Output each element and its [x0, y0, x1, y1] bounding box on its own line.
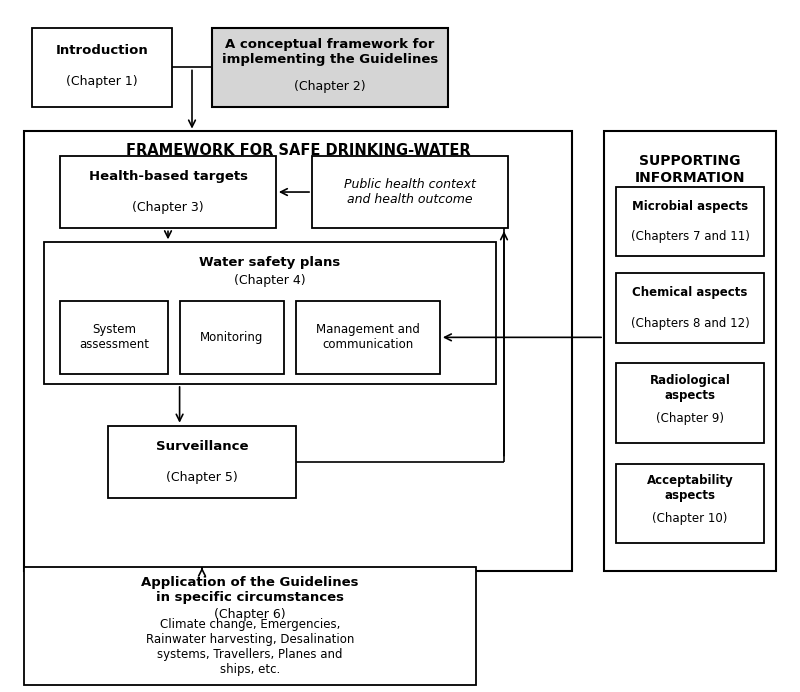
Text: Microbial aspects: Microbial aspects: [632, 200, 748, 212]
Text: Surveillance: Surveillance: [156, 440, 248, 453]
FancyBboxPatch shape: [312, 156, 508, 228]
Text: (Chapter 10): (Chapter 10): [652, 512, 728, 525]
FancyBboxPatch shape: [296, 301, 440, 374]
Text: Public health context
and health outcome: Public health context and health outcome: [344, 178, 476, 206]
FancyBboxPatch shape: [616, 363, 764, 443]
Text: A conceptual framework for
implementing the Guidelines: A conceptual framework for implementing …: [222, 38, 438, 66]
Text: Water safety plans: Water safety plans: [199, 257, 341, 269]
Text: FRAMEWORK FOR SAFE DRINKING-WATER: FRAMEWORK FOR SAFE DRINKING-WATER: [126, 143, 470, 158]
FancyBboxPatch shape: [212, 28, 448, 107]
Text: SUPPORTING
INFORMATION: SUPPORTING INFORMATION: [634, 154, 746, 185]
Text: (Chapter 5): (Chapter 5): [166, 471, 238, 484]
Text: (Chapter 3): (Chapter 3): [132, 201, 204, 214]
FancyBboxPatch shape: [32, 28, 172, 107]
Text: (Chapter 9): (Chapter 9): [656, 412, 724, 425]
Text: (Chapter 6): (Chapter 6): [214, 608, 286, 621]
Text: Introduction: Introduction: [56, 44, 148, 57]
Text: Climate change, Emergencies,
Rainwater harvesting, Desalination
systems, Travell: Climate change, Emergencies, Rainwater h…: [146, 618, 354, 676]
Text: (Chapter 4): (Chapter 4): [234, 274, 306, 286]
Text: Management and
communication: Management and communication: [316, 323, 420, 352]
FancyBboxPatch shape: [24, 131, 572, 571]
Text: Chemical aspects: Chemical aspects: [632, 286, 748, 299]
FancyBboxPatch shape: [604, 131, 776, 571]
Text: Health-based targets: Health-based targets: [89, 170, 247, 183]
FancyBboxPatch shape: [60, 301, 168, 374]
FancyBboxPatch shape: [180, 301, 284, 374]
FancyBboxPatch shape: [616, 187, 764, 256]
Text: (Chapters 7 and 11): (Chapters 7 and 11): [630, 230, 750, 243]
Text: (Chapter 2): (Chapter 2): [294, 80, 366, 93]
Text: Acceptability
aspects: Acceptability aspects: [646, 474, 734, 502]
FancyBboxPatch shape: [616, 464, 764, 543]
Text: (Chapters 8 and 12): (Chapters 8 and 12): [630, 317, 750, 329]
FancyBboxPatch shape: [616, 273, 764, 343]
Text: Monitoring: Monitoring: [200, 331, 264, 344]
FancyBboxPatch shape: [24, 567, 476, 685]
Text: Radiological
aspects: Radiological aspects: [650, 374, 730, 402]
Text: System
assessment: System assessment: [79, 323, 149, 352]
Text: (Chapter 1): (Chapter 1): [66, 75, 138, 88]
Text: Application of the Guidelines
in specific circumstances: Application of the Guidelines in specifi…: [142, 576, 358, 604]
FancyBboxPatch shape: [44, 242, 496, 384]
FancyBboxPatch shape: [108, 426, 296, 498]
FancyBboxPatch shape: [60, 156, 276, 228]
